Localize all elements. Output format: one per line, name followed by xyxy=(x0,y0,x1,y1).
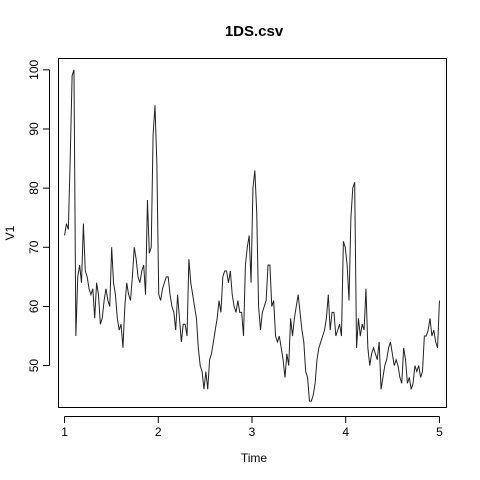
x-tick-label: 4 xyxy=(342,425,349,439)
y-tick-label: 80 xyxy=(27,181,41,195)
x-axis-label: Time xyxy=(241,451,268,465)
plot-area-border xyxy=(58,58,447,408)
x-tick-label: 2 xyxy=(155,425,162,439)
x-tick-label: 1 xyxy=(61,425,68,439)
y-tick-label: 50 xyxy=(27,359,41,373)
y-tick-label: 60 xyxy=(27,299,41,313)
y-tick-label: 90 xyxy=(27,122,41,136)
y-axis-label: V1 xyxy=(3,225,17,240)
chart-title: 1DS.csv xyxy=(225,23,284,40)
y-tick-label: 70 xyxy=(27,240,41,254)
y-tick-label: 100 xyxy=(27,59,41,79)
series-line-1 xyxy=(64,69,440,402)
x-axis: 1 2 3 4 5 xyxy=(61,416,443,439)
series-layer xyxy=(64,69,440,402)
y-axis: 50 60 70 80 90 100 xyxy=(27,59,50,372)
x-tick-label: 3 xyxy=(249,425,256,439)
x-tick-label: 5 xyxy=(436,425,443,439)
